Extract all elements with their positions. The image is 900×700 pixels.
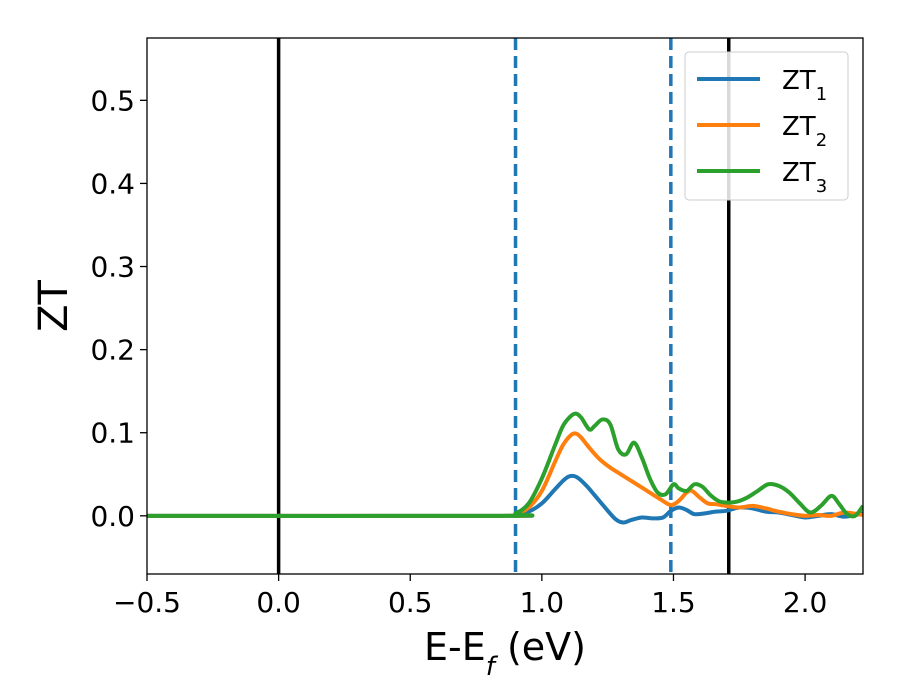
legend-label-3: ZT3 — [782, 158, 827, 197]
legend-box — [684, 51, 849, 201]
y-axis-ticks: 0.0 0.1 0.2 0.3 0.4 0.5 — [90, 84, 147, 533]
legend-label-2: ZT2 — [782, 112, 827, 151]
x-axis-title-main: E-E — [424, 625, 486, 669]
y-tick-label: 0.2 — [90, 334, 135, 367]
y-tick-label: 0.5 — [90, 84, 135, 117]
legend-label-main: ZT — [782, 66, 816, 96]
x-tick-label: 0.5 — [388, 586, 433, 619]
x-axis-title: E-Ef (eV) — [424, 625, 586, 682]
legend-label-1: ZT1 — [782, 66, 827, 105]
series-lines — [147, 411, 863, 525]
legend-label-main: ZT — [782, 112, 816, 142]
y-tick-label: 0.1 — [90, 417, 135, 450]
x-tick-label: 1.0 — [520, 586, 565, 619]
x-tick-label: −0.5 — [113, 586, 181, 619]
x-tick-label: 2.0 — [783, 586, 828, 619]
legend-label-sub: 2 — [816, 130, 827, 151]
y-tick-label: 0.4 — [90, 167, 135, 200]
series-line-2 — [147, 431, 863, 518]
legend-label-sub: 1 — [816, 84, 827, 105]
y-tick-label: 0.3 — [90, 251, 135, 284]
legend-label-main: ZT — [782, 158, 816, 188]
x-axis-title-unit: (eV) — [495, 625, 586, 669]
legend-label-sub: 3 — [816, 176, 827, 197]
plot-frame — [146, 37, 864, 575]
y-tick-label: 0.0 — [90, 500, 135, 533]
x-tick-label: 0.0 — [256, 586, 301, 619]
x-tick-label: 1.5 — [651, 586, 696, 619]
x-axis-ticks: −0.5 0.0 0.5 1.0 1.5 2.0 — [113, 574, 827, 619]
series-line-3 — [147, 411, 863, 519]
y-axis-title: ZT — [31, 280, 77, 332]
